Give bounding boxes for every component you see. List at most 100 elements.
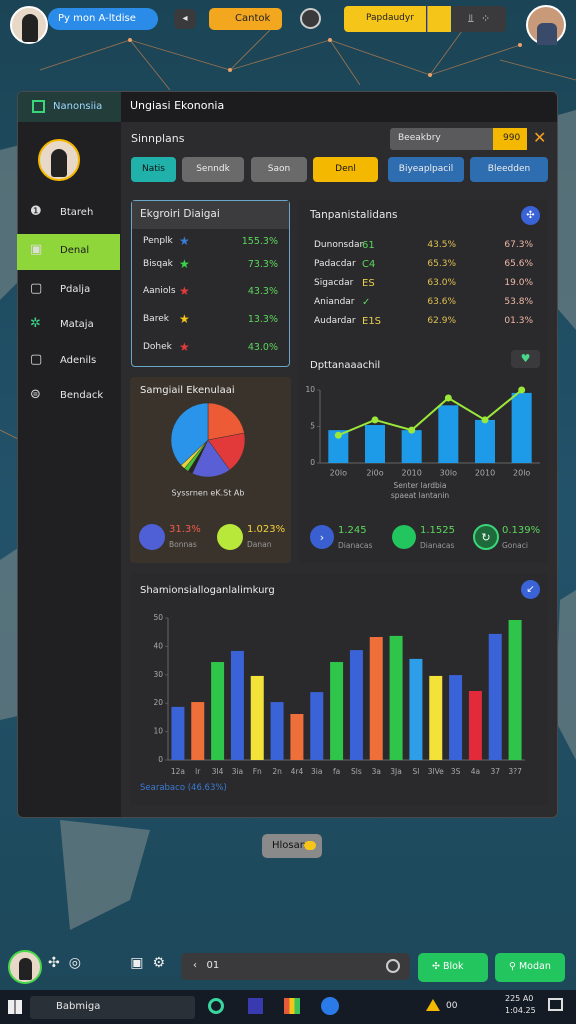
brand-icon — [32, 100, 45, 113]
stat-value: 1.023% — [247, 524, 286, 535]
toolbar-icon[interactable] — [427, 6, 451, 32]
field-text: 01 — [206, 960, 220, 971]
sidebar-icon[interactable]: ❶ — [30, 204, 42, 219]
field-icon — [386, 959, 400, 973]
panel-icon[interactable]: ↙ — [521, 580, 540, 599]
stat-label: Danan — [247, 540, 272, 549]
notification-icon[interactable] — [548, 998, 563, 1011]
brand[interactable]: Nanonsiia — [18, 92, 121, 122]
panel-icon[interactable]: ✣ — [521, 206, 540, 225]
taskbar-search-text: Babmiga — [56, 1001, 101, 1012]
tray-icon[interactable] — [426, 999, 440, 1011]
table-cell: 67.3% — [504, 240, 533, 250]
tab[interactable]: Saon — [251, 157, 307, 182]
bottom-button[interactable]: ✣ Blok — [418, 953, 488, 982]
stat-label: Bonnas — [169, 540, 197, 549]
sidebar-icon[interactable]: ⊜ — [30, 387, 41, 402]
table-cell: Padacdar — [314, 259, 356, 269]
tab[interactable]: Senndk — [182, 157, 244, 182]
table-cell: Aniandar — [314, 297, 355, 307]
search-field[interactable]: Beeakbry — [390, 128, 494, 150]
search-badge[interactable]: 990 — [493, 128, 527, 150]
stat-value: 1.245 — [338, 525, 367, 536]
avatar-figure — [22, 14, 38, 42]
section-title: Sinnplans — [131, 132, 185, 145]
brand-label: Nanonsiia — [53, 101, 103, 112]
avatar[interactable] — [526, 5, 566, 45]
clock-time: 225 A0 — [505, 994, 534, 1003]
table-cell: 19.0% — [504, 278, 533, 288]
table-cell: C4 — [362, 259, 376, 270]
search-text: Beeakbry — [398, 133, 441, 143]
tab[interactable]: Denl — [313, 157, 378, 182]
float-icon — [304, 841, 316, 850]
toolbar-icons[interactable]: ⫫ ⁘ — [452, 6, 506, 32]
avatar-figure — [537, 23, 557, 45]
circle-button[interactable] — [300, 8, 321, 29]
stat-label: Dianacas — [420, 541, 455, 550]
close-button[interactable]: ✕ — [533, 128, 547, 147]
table-cell: Audardar — [314, 316, 356, 326]
toolbar-label[interactable]: Papdaudyr — [344, 6, 426, 32]
sidebar-icon[interactable]: ▢ — [30, 352, 43, 367]
stat-value: 0.139% — [502, 525, 541, 536]
table-cell: 65.6% — [504, 259, 533, 269]
table-cell: 65.3% — [427, 259, 456, 269]
sidebar-icon[interactable]: ✲ — [30, 316, 41, 331]
action-button[interactable]: Cantok — [209, 8, 282, 30]
tab[interactable]: Natis — [131, 157, 176, 182]
sidebar — [18, 122, 121, 817]
table-cell: E1S — [362, 316, 382, 327]
app-icon[interactable] — [284, 998, 300, 1014]
caption: Senter lardbia — [393, 481, 447, 490]
stat-value: 31.3% — [169, 524, 201, 535]
stat-label: Gonaci — [502, 541, 528, 550]
sidebar-item[interactable]: Denal — [60, 245, 90, 256]
tab[interactable]: Biyeaplpacil — [388, 157, 464, 182]
sidebar-icon[interactable]: ▣ — [30, 242, 43, 257]
table-cell: 61 — [362, 240, 375, 251]
app-icon[interactable] — [208, 998, 224, 1014]
avatar[interactable] — [10, 6, 48, 44]
sidebar-active — [17, 234, 120, 270]
table-cell: ✓ — [362, 297, 371, 308]
app-icon[interactable] — [248, 998, 263, 1014]
sidebar-icon[interactable]: ▢ — [30, 281, 43, 296]
app-icon[interactable] — [321, 997, 339, 1015]
sidebar-item[interactable]: Bendack — [60, 390, 104, 401]
back-button[interactable]: ◂ — [174, 9, 196, 29]
row-star: ★ — [179, 234, 190, 248]
float-label: Hlosan — [272, 840, 307, 851]
sidebar-item[interactable]: Pdalja — [60, 284, 91, 295]
sidebar-item[interactable]: Mataja — [60, 319, 94, 330]
button-label: Blok — [442, 961, 464, 972]
favorite-button[interactable]: ♥ — [511, 350, 540, 368]
table-cell: Sigacdar — [314, 278, 354, 288]
avatar-figure — [19, 958, 32, 980]
row-name: Barek — [143, 314, 169, 324]
bottom-field[interactable]: ‹ 01 — [181, 953, 410, 980]
table-cell: 63.6% — [427, 297, 456, 307]
avatar[interactable] — [8, 950, 42, 984]
button-label: Modan — [518, 961, 551, 972]
sidebar-item[interactable]: Adenils — [60, 355, 97, 366]
start-button[interactable] — [8, 1000, 22, 1014]
float-button[interactable]: Hlosan — [262, 834, 322, 858]
row-name: Dohek — [143, 342, 172, 352]
row-name: Aaniols — [143, 286, 176, 296]
table-cell: 62.9% — [427, 316, 456, 326]
user-pill[interactable]: Py mon A-ltdise — [48, 8, 158, 30]
row-value: 155.3% — [241, 236, 278, 247]
table-cell: 01.3% — [504, 316, 533, 326]
avatar-figure — [51, 149, 67, 177]
sidebar-item[interactable]: Btareh — [60, 207, 94, 218]
bottom-icons[interactable]: ✣◎ ▣⚙ — [48, 955, 175, 971]
row-star: ★ — [179, 340, 190, 354]
row-name: Penplk — [143, 236, 173, 246]
bottom-button[interactable]: ⚲ Modan — [495, 953, 565, 982]
table-cell: ES — [362, 278, 375, 289]
taskbar-search[interactable]: Babmiga — [30, 996, 195, 1019]
table-cell: 63.0% — [427, 278, 456, 288]
tab[interactable]: Bleedden — [470, 157, 548, 182]
